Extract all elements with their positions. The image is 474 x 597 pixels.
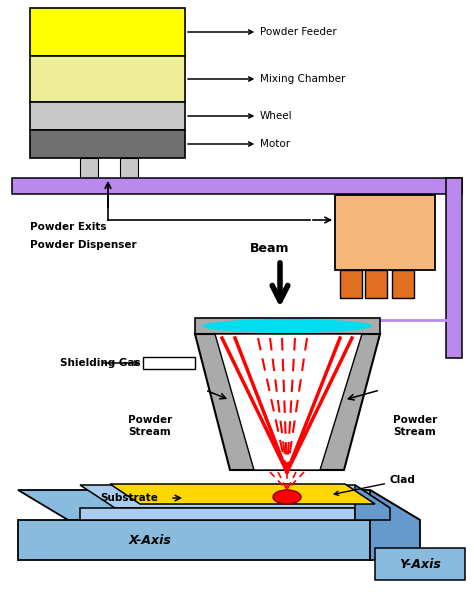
Bar bbox=[195, 318, 380, 334]
Text: Powder Exits: Powder Exits bbox=[30, 222, 107, 232]
Bar bbox=[12, 178, 462, 194]
Text: X-Axis: X-Axis bbox=[128, 534, 172, 546]
Bar bbox=[30, 102, 185, 130]
Ellipse shape bbox=[273, 490, 301, 504]
Text: Powder Feeder: Powder Feeder bbox=[188, 27, 337, 37]
Text: Beam: Beam bbox=[250, 242, 290, 254]
Polygon shape bbox=[370, 490, 420, 560]
Bar bbox=[392, 270, 414, 298]
Polygon shape bbox=[80, 485, 390, 508]
Text: Mixing Chamber: Mixing Chamber bbox=[188, 74, 346, 84]
Bar bbox=[120, 158, 138, 178]
Polygon shape bbox=[355, 485, 390, 520]
Polygon shape bbox=[195, 334, 380, 470]
Polygon shape bbox=[80, 508, 355, 520]
Ellipse shape bbox=[202, 319, 372, 333]
Bar bbox=[375, 548, 465, 580]
Text: Powder Dispenser: Powder Dispenser bbox=[30, 240, 137, 250]
Text: Y-Axis: Y-Axis bbox=[399, 558, 441, 571]
Bar bbox=[80, 158, 98, 178]
Polygon shape bbox=[18, 490, 420, 520]
Polygon shape bbox=[215, 334, 362, 470]
Bar bbox=[365, 270, 387, 298]
Text: Powder
Stream: Powder Stream bbox=[128, 415, 172, 436]
Bar bbox=[30, 8, 185, 56]
Polygon shape bbox=[18, 520, 370, 560]
Text: Powder
Stream: Powder Stream bbox=[393, 415, 437, 436]
Text: Substrate: Substrate bbox=[100, 493, 158, 503]
Bar bbox=[335, 195, 435, 270]
Bar bbox=[446, 178, 462, 358]
Polygon shape bbox=[110, 484, 375, 504]
Bar bbox=[30, 56, 185, 102]
Text: Motor: Motor bbox=[188, 139, 290, 149]
Text: Wheel: Wheel bbox=[188, 111, 292, 121]
Text: Shielding Gas: Shielding Gas bbox=[60, 358, 141, 368]
Bar bbox=[340, 270, 362, 298]
Bar bbox=[30, 130, 185, 158]
Bar bbox=[143, 357, 195, 369]
Text: Clad: Clad bbox=[334, 475, 416, 496]
